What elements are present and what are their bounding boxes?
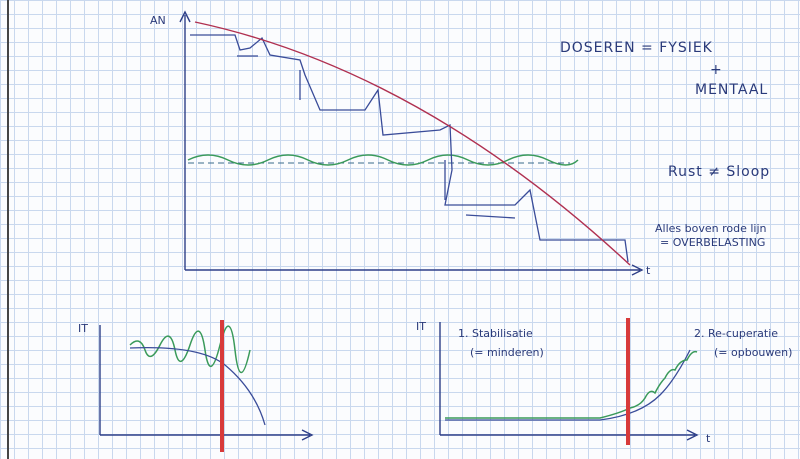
note: Rust ≠ Sloop [668,164,770,180]
wave [130,326,250,372]
note: = OVERBELASTING [660,236,765,249]
arrows [237,56,515,218]
sketch: AN t DOSEREN = FYSIEK + MENTAAL Rust ≠ S… [0,0,800,459]
curve [445,350,690,420]
note: + [710,62,723,78]
y-label: AN [150,14,166,27]
note: MENTAAL [695,82,768,98]
y-label: IT [78,322,88,335]
curve [130,348,265,425]
x-label: t [646,264,651,277]
note: (= opbouwen) [714,346,792,359]
load-line [190,35,628,262]
note: Alles boven rode lijn [655,222,767,235]
limit-curve [195,22,630,265]
x-label: t [706,432,711,445]
wave [445,352,697,418]
y-label: IT [416,320,426,333]
axes [100,325,312,440]
note: 2. Re-cuperatie [694,327,778,340]
note: 1. Stabilisatie [458,327,533,340]
note: DOSEREN = FYSIEK [560,40,713,56]
sketch-page: AN t DOSEREN = FYSIEK + MENTAAL Rust ≠ S… [0,0,800,459]
note: (= minderen) [470,346,544,359]
